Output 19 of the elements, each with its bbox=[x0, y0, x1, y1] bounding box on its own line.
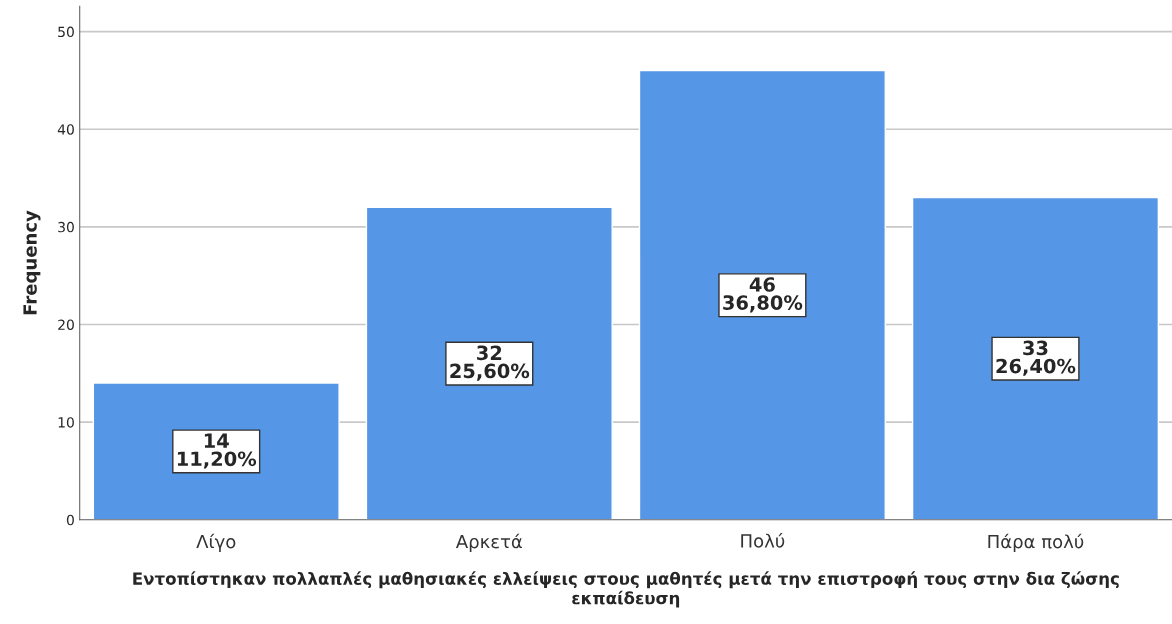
x-axis-title: Εντοπίστηκαν πολλαπλές μαθησιακές ελλείψεις στους μαθητές μετά την επιστροφή τους στην δια ζώσης εκπαίδευση bbox=[133, 571, 1119, 608]
x-tick-label: Λίγο bbox=[196, 533, 236, 552]
bar bbox=[365, 206, 613, 520]
y-tick-label: 10 bbox=[58, 417, 74, 428]
y-tick-label: 0 bbox=[66, 514, 74, 526]
bar bbox=[638, 69, 886, 520]
data-label: 33 26,40% bbox=[996, 340, 1076, 376]
y-tick-label: 40 bbox=[57, 124, 74, 135]
y-axis-title: Frequency bbox=[23, 210, 41, 315]
data-label: 32 25,60% bbox=[450, 345, 530, 381]
y-tick-label: 30 bbox=[58, 221, 74, 233]
y-tick-label: 50 bbox=[58, 26, 74, 38]
x-tick-label: Πάρα πολύ bbox=[988, 533, 1084, 552]
data-label: 46 36,80% bbox=[723, 277, 803, 313]
y-tick-label: 20 bbox=[58, 319, 74, 330]
x-tick-label: Αρκετά bbox=[455, 533, 522, 552]
bar bbox=[911, 196, 1160, 520]
data-label: 14 11,20% bbox=[177, 433, 257, 469]
x-tick-label: Πολύ bbox=[741, 532, 785, 548]
